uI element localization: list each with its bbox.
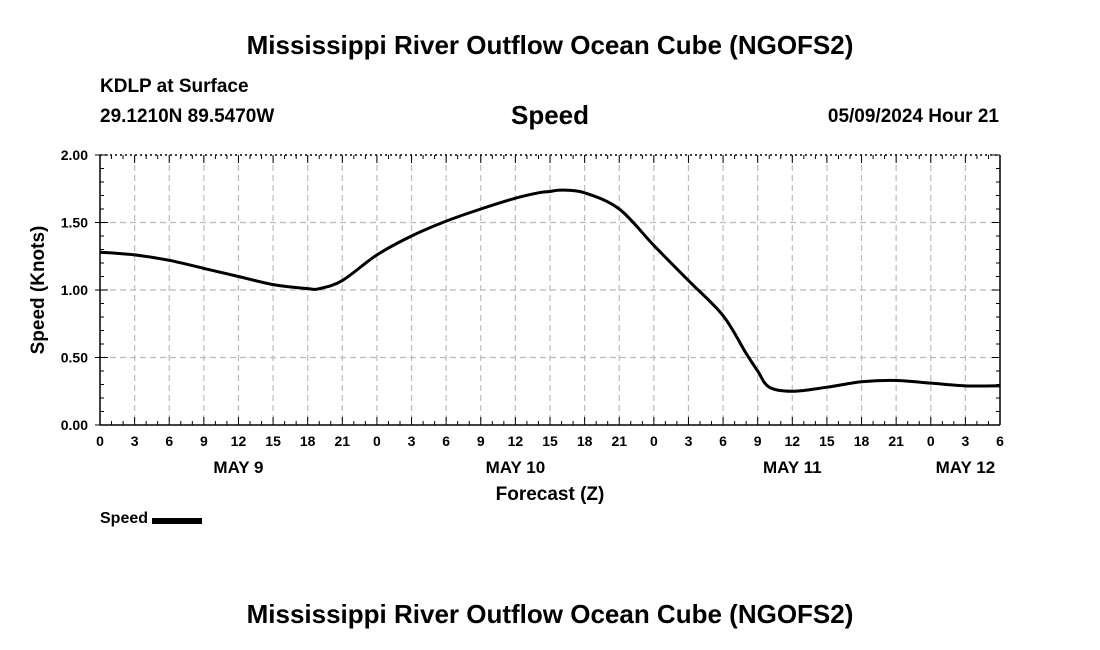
grid <box>100 155 1000 425</box>
legend: Speed <box>100 510 203 528</box>
legend-swatch-speed <box>152 517 203 524</box>
x-tick-label: 3 <box>685 433 693 449</box>
station-label: KDLP at Surface <box>100 76 249 97</box>
x-tick-label: 9 <box>200 433 208 449</box>
x-date-label: MAY 12 <box>936 458 996 477</box>
axis-labels: 0 3 6 9 12 15 18 21 0 3 6 9 12 15 18 21 0 3 6 9 12 15 18 21 0 3 6 0… <box>28 147 1004 505</box>
x-tick-label: 3 <box>131 433 139 449</box>
x-tick-label: 21 <box>888 433 904 449</box>
x-tick-label: 0 <box>650 433 658 449</box>
series-layer <box>99 188 1001 393</box>
x-tick-label: 0 <box>96 433 104 449</box>
x-tick-label: 21 <box>335 433 351 449</box>
x-tick-label: 6 <box>719 433 727 449</box>
x-tick-label: 3 <box>408 433 416 449</box>
series-line-speed <box>99 188 1001 393</box>
y-tick-label: 2.00 <box>61 147 88 163</box>
x-tick-label: 9 <box>754 433 762 449</box>
x-tick-label: 21 <box>611 433 627 449</box>
y-tick-label: 0.00 <box>61 417 88 433</box>
x-date-label: MAY 10 <box>486 458 546 477</box>
y-tick-label: 1.00 <box>61 282 88 298</box>
x-tick-label: 0 <box>373 433 381 449</box>
x-tick-label: 18 <box>577 433 593 449</box>
x-tick-label: 9 <box>477 433 485 449</box>
chart-title: Mississippi River Outflow Ocean Cube (NG… <box>246 30 854 60</box>
coordinates-label: 29.1210N 89.5470W <box>100 106 275 127</box>
x-tick-label: 6 <box>996 433 1004 449</box>
x-tick-label: 6 <box>442 433 450 449</box>
x-date-label: MAY 11 <box>763 458 822 477</box>
x-tick-label: 12 <box>231 433 247 449</box>
y-tick-label: 0.50 <box>61 350 88 366</box>
x-tick-label: 15 <box>542 433 558 449</box>
x-tick-label: 0 <box>927 433 935 449</box>
x-tick-label: 3 <box>961 433 969 449</box>
y-axis-title: Speed (Knots) <box>28 226 49 355</box>
x-tick-label: 12 <box>785 433 801 449</box>
x-tick-label: 18 <box>854 433 870 449</box>
datetime-label: 05/09/2024 Hour 21 <box>827 106 999 127</box>
axes <box>95 154 1001 426</box>
legend-label: Speed <box>100 510 149 527</box>
x-axis-title: Forecast (Z) <box>496 484 605 505</box>
y-tick-label: 1.50 <box>61 215 88 231</box>
footer-title: Mississippi River Outflow Ocean Cube (NG… <box>246 599 854 629</box>
x-date-label: MAY 9 <box>213 458 263 477</box>
x-tick-label: 6 <box>165 433 173 449</box>
x-tick-label: 15 <box>265 433 281 449</box>
variable-title: Speed <box>510 100 590 130</box>
x-tick-label: 18 <box>300 433 316 449</box>
x-tick-label: 15 <box>819 433 835 449</box>
x-tick-label: 12 <box>508 433 524 449</box>
